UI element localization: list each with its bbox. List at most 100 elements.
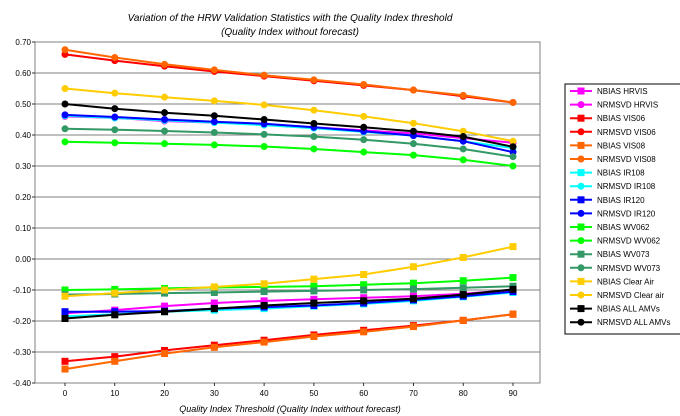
legend-label: NBIAS HRVIS — [597, 87, 648, 96]
nrmsvd-vis08-point — [509, 98, 517, 106]
nrmsvd-wv073-point — [459, 145, 467, 153]
nbias-clear-air-line — [64, 245, 514, 298]
legend-label: NBIAS WV073 — [597, 250, 650, 259]
y-tick-label: 0.60 — [15, 69, 31, 78]
nrmsvd-clear-air-point — [210, 97, 218, 105]
nrmsvd-ir120-point — [210, 118, 218, 126]
nrmsvd-ir120-point — [161, 116, 169, 123]
nbias-ir120-point — [61, 308, 69, 316]
x-tick-label: 10 — [110, 389, 119, 398]
nrmsvd-wv073-point — [210, 129, 218, 137]
nbias-wv073-point — [459, 284, 467, 292]
nbias-clear-air-point — [161, 286, 169, 294]
series-nbias-all-amvs — [61, 285, 517, 323]
series-nrmsvd-wv073 — [61, 125, 517, 161]
nrmsvd-wv073-line — [64, 127, 514, 158]
legend-item-nbias-hrvis: NBIAS HRVIS — [570, 87, 648, 96]
y-tick-label: -0.20 — [13, 317, 32, 326]
x-tick-label: 0 — [63, 389, 68, 398]
legend-label: NBIAS IR120 — [597, 196, 645, 205]
nrmsvd-vis08-point — [61, 46, 69, 54]
nrmsvd-clear-air-point — [409, 119, 417, 127]
nbias-all-amvs-point — [360, 297, 368, 305]
nrmsvd-vis08-line — [64, 48, 514, 104]
legend-label: NBIAS VIS06 — [597, 114, 646, 123]
legend-point — [577, 264, 585, 272]
nrmsvd-all-amvs-point — [360, 123, 368, 131]
legend-label: NRMSVD IR108 — [597, 182, 656, 191]
nrmsvd-all-amvs-point — [409, 127, 417, 135]
x-tick-label: 20 — [160, 389, 169, 398]
legend-point — [577, 87, 585, 95]
nrmsvd-all-amvs-point — [310, 120, 318, 128]
y-tick-label: 0.10 — [15, 224, 31, 233]
nbias-clear-air-point — [310, 275, 318, 283]
nrmsvd-wv073-point — [61, 125, 69, 133]
nbias-ir120-line — [65, 290, 514, 313]
nrmsvd-all-amvs-point — [161, 109, 169, 117]
nrmsvd-wv062-point — [260, 142, 268, 150]
nbias-all-amvs-point — [111, 311, 119, 319]
legend-item-nrmsvd-ir120: NRMSVD IR120 — [570, 209, 656, 218]
legend-item-nrmsvd-vis06: NRMSVD VIS06 — [570, 128, 656, 137]
nbias-vis08-point — [509, 310, 517, 318]
legend-item-nbias-vis06: NBIAS VIS06 — [570, 114, 646, 123]
nbias-hrvis-line — [64, 289, 514, 315]
y-tick-label: -0.10 — [13, 286, 32, 295]
nrmsvd-vis08-point — [310, 76, 318, 84]
nbias-clear-air-point — [111, 289, 119, 297]
nbias-clear-air-point — [210, 283, 218, 291]
legend-label: NBIAS ALL AMVs — [597, 305, 660, 314]
legend-point — [577, 291, 585, 299]
legend-point — [577, 305, 585, 313]
legend-item-nbias-clear-air: NBIAS Clear Air — [570, 277, 654, 286]
nrmsvd-vis08-point — [210, 66, 218, 74]
legend-label: NRMSVD WV073 — [597, 264, 661, 273]
nbias-wv062-point — [509, 274, 517, 282]
nbias-clear-air-point — [509, 243, 517, 251]
nbias-vis06-point — [61, 357, 69, 365]
legend-point — [577, 318, 585, 326]
legend-point — [577, 141, 585, 149]
nrmsvd-all-amvs-line — [64, 103, 514, 148]
nrmsvd-wv073-point — [409, 140, 417, 148]
nbias-clear-air-point — [61, 292, 69, 300]
nrmsvd-ir120-line — [64, 113, 514, 154]
legend-item-nbias-vis08: NBIAS VIS08 — [570, 141, 646, 150]
nrmsvd-vis08-point — [260, 71, 268, 79]
nrmsvd-wv073-point — [111, 126, 119, 134]
y-tick-label: 0.00 — [15, 255, 31, 264]
nbias-all-amvs-point — [61, 315, 69, 323]
series-nbias-vis08 — [61, 310, 517, 373]
x-tick-label: 40 — [260, 389, 269, 398]
x-tick-label: 80 — [459, 389, 468, 398]
nbias-vis08-point — [61, 365, 69, 373]
nbias-all-amvs-point — [459, 291, 467, 299]
legend-label: NRMSVD VIS08 — [597, 155, 656, 164]
legend-label: NRMSVD IR120 — [597, 209, 656, 218]
nrmsvd-clear-air-point — [111, 89, 119, 97]
legend-item-nrmsvd-wv062: NRMSVD WV062 — [570, 237, 661, 246]
y-tick-label: -0.30 — [13, 348, 32, 357]
nrmsvd-clear-air-point — [61, 85, 69, 92]
nrmsvd-vis08-point — [360, 80, 368, 88]
nrmsvd-wv062-point — [310, 145, 318, 153]
nbias-wv073-line — [64, 285, 514, 296]
nbias-wv073-point — [409, 285, 417, 293]
legend-box — [564, 83, 680, 335]
nbias-vis08-point — [459, 316, 467, 324]
legend-item-nrmsvd-vis08: NRMSVD VIS08 — [570, 155, 656, 164]
series-nbias-vis06 — [61, 310, 517, 365]
nrmsvd-wv073-point — [161, 127, 169, 135]
nrmsvd-clear-air-point — [310, 106, 318, 114]
legend-label: NRMSVD Clear air — [597, 291, 664, 300]
y-tick-label: 0.50 — [15, 100, 31, 109]
nbias-clear-air-point — [459, 253, 467, 261]
legend-label: NRMSVD ALL AMVs — [597, 318, 671, 327]
legend-point — [577, 182, 585, 190]
nrmsvd-wv062-line — [64, 140, 514, 167]
legend-point — [577, 277, 585, 285]
legend-item-nbias-wv073: NBIAS WV073 — [570, 250, 650, 259]
nrmsvd-vis08-point — [111, 54, 119, 61]
axes: -0.40 -0.30 -0.20 -0.10 0.00 0.10 0.20 0.30 0.40… — [13, 38, 518, 398]
